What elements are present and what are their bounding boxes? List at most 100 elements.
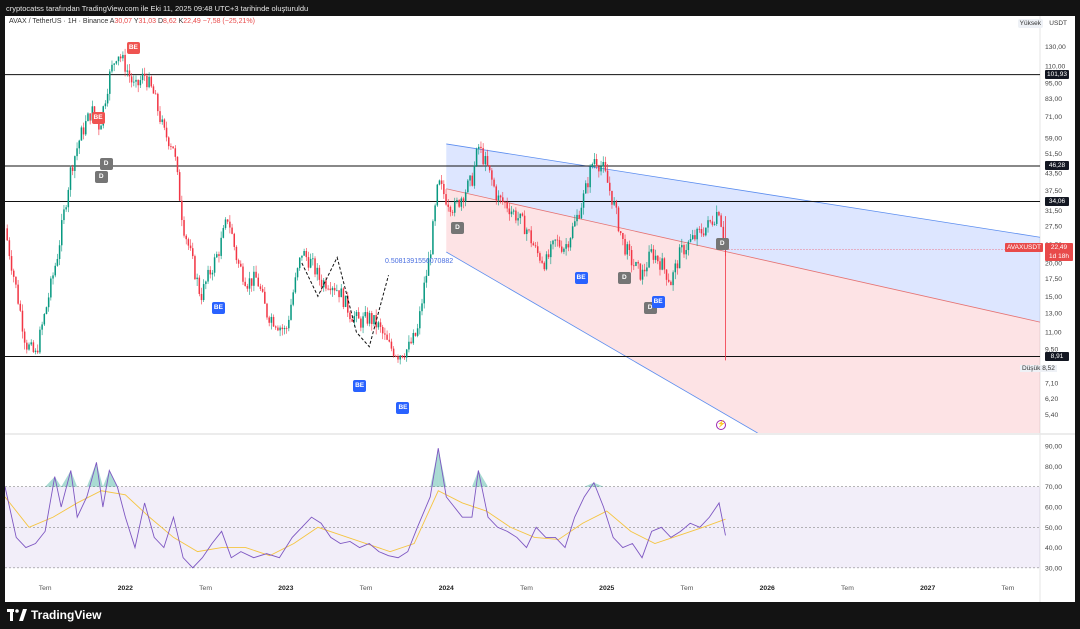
low-value: 8,52: [1042, 365, 1055, 372]
candle-body: [229, 221, 231, 228]
candle-body: [373, 315, 375, 325]
signal-marker[interactable]: D: [715, 238, 729, 251]
candle-body: [253, 271, 255, 286]
candle-body: [600, 166, 602, 172]
candle-body: [462, 198, 465, 202]
attribution-bar: cryptocatss tarafından TradingView.com i…: [0, 0, 1080, 16]
price-tick-label: 59,00: [1045, 135, 1062, 142]
candle-body: [41, 324, 43, 330]
candle-body: [384, 333, 386, 335]
scale-mode-label[interactable]: Yüksek: [1017, 19, 1043, 28]
candle-body: [379, 322, 382, 327]
low-tag: Düşük 8,52: [1020, 365, 1057, 372]
rsi-overbought-fill: [438, 448, 447, 487]
candle-body: [429, 254, 432, 259]
price-tick-label: 43,50: [1045, 171, 1062, 178]
rsi-overbought-fill: [86, 462, 97, 487]
candle-body: [497, 195, 500, 201]
candle-body: [63, 209, 65, 221]
candle-body: [283, 328, 286, 330]
candle-body: [715, 212, 718, 224]
lightning-icon[interactable]: ⚡: [716, 420, 726, 430]
candle-body: [486, 156, 489, 166]
signal-marker[interactable]: BE: [211, 302, 225, 315]
candle-body: [159, 111, 161, 123]
time-tick-label: 2022: [118, 585, 133, 592]
candle-body: [10, 256, 13, 271]
candle-body: [89, 113, 91, 121]
candle-body: [464, 192, 467, 202]
candle-body: [178, 172, 181, 201]
candle-body: [700, 229, 703, 234]
price-tick-label: 37,50: [1045, 188, 1062, 195]
time-tick-label: Tem: [199, 585, 212, 592]
candle-body: [521, 213, 524, 216]
candle-body: [558, 240, 561, 247]
candle-body: [226, 219, 229, 222]
candle-body: [569, 238, 572, 248]
candle-body: [150, 76, 153, 87]
tradingview-logo[interactable]: TradingView: [7, 608, 101, 622]
signal-marker[interactable]: BE: [353, 380, 367, 393]
candle-body: [231, 227, 233, 234]
candle-body: [124, 54, 126, 72]
candle-body: [482, 148, 484, 165]
candle-body: [76, 148, 78, 157]
candle-body: [85, 121, 87, 135]
candle-body: [405, 349, 408, 358]
candle-body: [554, 239, 556, 241]
rsi-tick-label: 80,00: [1045, 464, 1062, 471]
candle-body: [609, 182, 611, 191]
signal-marker[interactable]: BE: [396, 402, 410, 415]
candle-body: [493, 179, 495, 187]
legend-change: −7,58 (−25,21%): [202, 18, 255, 25]
chart-frame[interactable]: 130,00 110,00 95,00 83,00 71,00 59,00 51,50 43,…: [5, 16, 1075, 602]
candle-body: [440, 180, 443, 184]
candle-body: [143, 73, 146, 76]
candle-body: [434, 205, 436, 222]
candle-body: [314, 258, 316, 275]
candle-body: [467, 180, 469, 193]
price-tick-label: 9,50: [1045, 347, 1058, 354]
candle-body: [512, 210, 515, 212]
candle-body: [34, 350, 37, 352]
signal-marker[interactable]: BE: [91, 112, 105, 125]
candle-body: [611, 190, 613, 205]
signal-marker[interactable]: D: [94, 171, 108, 184]
candle-body: [218, 254, 220, 256]
candles: [6, 48, 727, 365]
low-label: Düşük: [1022, 365, 1041, 372]
chart-canvas[interactable]: 130,00 110,00 95,00 83,00 71,00 59,00 51,50 43,…: [5, 16, 1075, 602]
candle-body: [331, 287, 334, 291]
signal-marker[interactable]: D: [617, 272, 631, 285]
signal-marker[interactable]: BE: [126, 42, 140, 55]
candle-body: [375, 315, 377, 328]
candle-body: [264, 291, 266, 304]
rsi-tick-label: 50,00: [1045, 525, 1062, 532]
currency-label[interactable]: USDT: [1049, 20, 1067, 27]
rsi-ma-line: [5, 490, 726, 557]
signal-marker[interactable]: D: [451, 222, 464, 235]
candle-body: [694, 235, 696, 240]
level-pill: 34,06: [1045, 196, 1069, 206]
candle-body: [185, 235, 187, 240]
candle-body: [255, 271, 257, 278]
candle-body: [325, 280, 327, 289]
signal-marker[interactable]: BE: [574, 272, 588, 285]
candle-body: [194, 256, 196, 280]
candle-body: [198, 277, 201, 294]
candle-body: [606, 170, 609, 183]
candle-body: [458, 199, 460, 207]
candle-body: [191, 248, 194, 257]
candle-body: [449, 206, 452, 212]
candle-body: [126, 70, 129, 72]
candle-body: [98, 120, 100, 130]
candle-body: [403, 357, 406, 359]
candle-body: [360, 318, 362, 328]
candle-body: [137, 79, 139, 86]
signal-marker[interactable]: D: [99, 158, 113, 171]
candle-body: [580, 207, 583, 219]
candle-body: [100, 125, 102, 130]
candle-body: [685, 250, 687, 255]
signal-marker[interactable]: BE: [651, 295, 665, 308]
